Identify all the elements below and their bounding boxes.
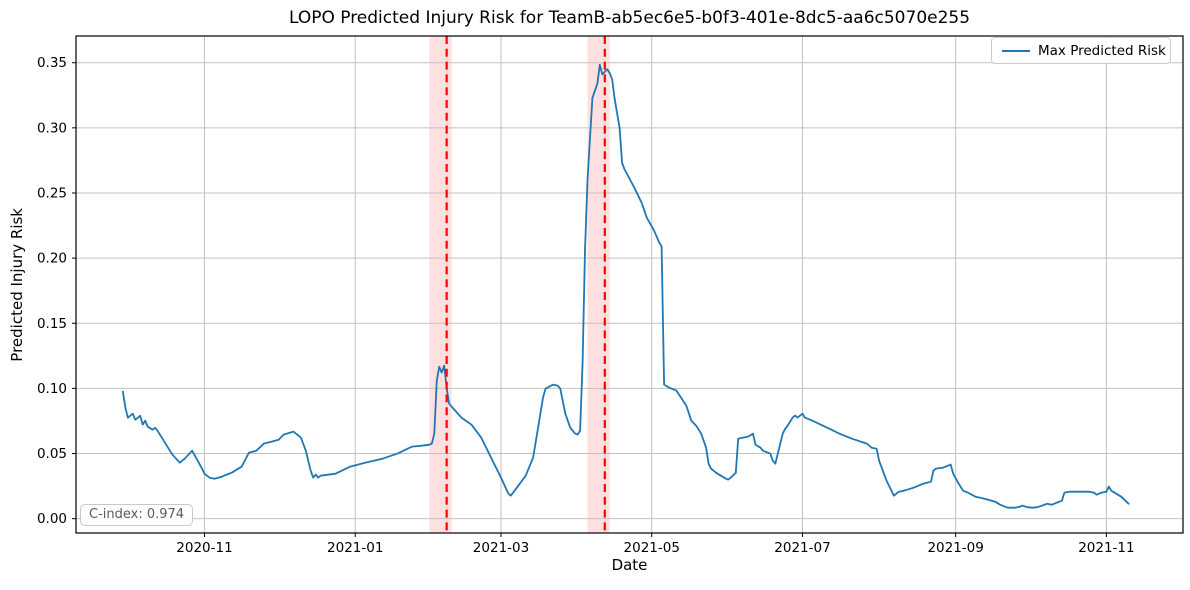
x-tick-label: 2021-01 xyxy=(327,540,383,556)
legend-line-swatch xyxy=(1002,49,1030,52)
chart-title: LOPO Predicted Injury Risk for TeamB-ab5… xyxy=(288,8,971,28)
x-tick-label: 2021-03 xyxy=(473,540,529,556)
y-tick-label: 0.00 xyxy=(37,511,67,527)
y-tick-label: 0.10 xyxy=(37,381,67,397)
tick-labels: 2020-11 2021-01 2021-03 2021-05 2021-07 2021-… xyxy=(37,55,1135,556)
c-index-annotation: C-index: 0.974 xyxy=(80,504,194,526)
injury-band xyxy=(429,36,452,533)
max-predicted-risk-line xyxy=(122,63,1130,509)
axis-ticks xyxy=(72,62,1107,537)
x-tick-label: 2020-11 xyxy=(176,540,232,556)
y-tick-label: 0.15 xyxy=(37,316,67,332)
x-tick-label: 2021-09 xyxy=(927,540,983,556)
y-tick-label: 0.30 xyxy=(37,120,67,136)
y-tick-label: 0.05 xyxy=(37,446,67,462)
spines xyxy=(75,35,1184,534)
gridlines xyxy=(76,36,1183,533)
y-tick-label: 0.35 xyxy=(37,55,67,71)
x-tick-label: 2021-11 xyxy=(1078,540,1134,556)
injury-event-bands xyxy=(429,36,610,533)
legend-entry-label: Max Predicted Risk xyxy=(1038,42,1166,59)
x-tick-label: 2021-07 xyxy=(774,540,830,556)
y-tick-label: 0.20 xyxy=(37,251,67,267)
legend: Max Predicted Risk xyxy=(991,37,1171,64)
injury-event-lines xyxy=(445,36,606,533)
data-series xyxy=(122,63,1130,509)
x-tick-label: 2021-05 xyxy=(624,540,680,556)
y-tick-label: 0.25 xyxy=(37,185,67,201)
x-axis-label: Date xyxy=(611,556,648,574)
